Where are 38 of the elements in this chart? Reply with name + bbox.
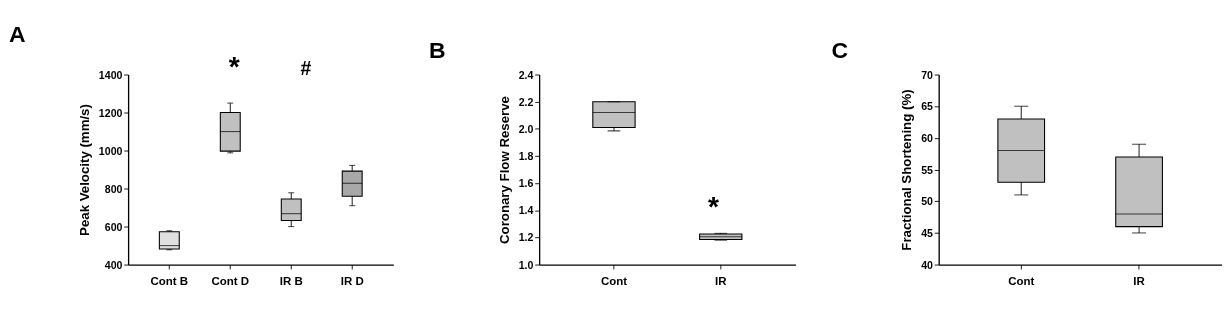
chart-title: B (428, 36, 446, 63)
y-tick-label: 1.0 (518, 258, 534, 271)
y-tick-label: 1.2 (518, 231, 534, 244)
y-tick-label: 1.4 (518, 204, 534, 217)
x-tick-label: Cont B (150, 275, 189, 288)
y-tick-label: 800 (104, 182, 123, 195)
x-tick-label: Cont (1008, 275, 1035, 288)
annotation: * (708, 189, 719, 222)
x-tick-label: IR D (340, 275, 364, 288)
y-tick-label: 1.6 (518, 177, 534, 190)
x-tick-label: IR B (279, 275, 303, 288)
y-tick-label: 600 (104, 220, 123, 233)
y-tick-label: 2.2 (518, 95, 534, 108)
y-tick-label: 55 (921, 163, 934, 176)
y-tick-label: 60 (921, 131, 934, 144)
y-axis-title: Peak Velocity (mm/s) (77, 104, 93, 236)
chart-title: C (831, 36, 849, 63)
y-tick-label: 50 (921, 195, 934, 208)
x-tick-label: IR (715, 275, 728, 288)
y-tick-label: 1000 (98, 144, 123, 157)
chart-title: A (9, 20, 26, 47)
x-tick-label: Cont D (211, 275, 250, 288)
y-tick-label: 1400 (98, 68, 123, 81)
y-tick-label: 1.8 (518, 149, 534, 162)
y-tick-label: 70 (921, 68, 934, 81)
y-tick-label: 40 (921, 258, 934, 271)
x-tick-label: Cont (600, 275, 628, 288)
y-tick-label: 2.0 (518, 122, 534, 135)
y-tick-label: 65 (921, 100, 934, 113)
annotation: * (228, 50, 240, 83)
y-axis-title: Fractional Shortening (%) (899, 89, 915, 251)
x-tick-label: IR (1133, 275, 1146, 288)
y-tick-label: 45 (921, 226, 934, 239)
y-tick-label: 2.4 (518, 68, 534, 81)
annotation: # (300, 57, 312, 80)
y-tick-label: 1200 (98, 106, 123, 119)
y-axis-title: Coronary Flow Reserve (496, 96, 512, 245)
y-tick-label: 400 (104, 258, 123, 271)
